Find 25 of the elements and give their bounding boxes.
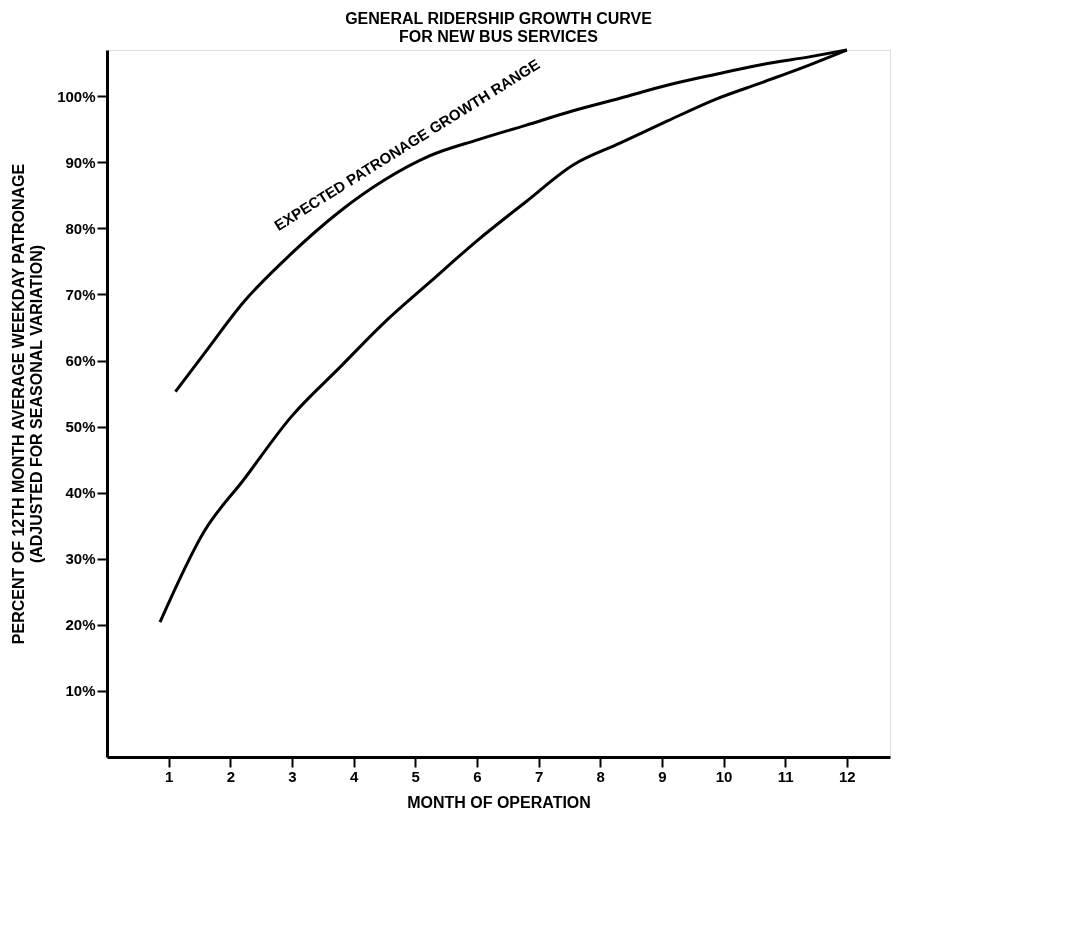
y-tick-label: 10%: [65, 682, 96, 700]
x-tick-label: 6: [473, 767, 482, 785]
x-tick-label: 12: [839, 767, 856, 785]
y-axis-title: PERCENT OF 12TH MONTH AVERAGE WEEKDAY PATRONAGE (ADJUSTED FOR SEASONAL VARIATION): [10, 163, 46, 645]
x-axis-title: MONTH OF OPERATION: [407, 793, 591, 811]
y-tick-label: 70%: [65, 285, 96, 303]
chart-title: GENERAL RIDERSHIP GROWTH CURVE FOR NEW BUS SERVICES: [345, 9, 653, 45]
y-tick-label: 100%: [57, 87, 96, 105]
x-tick-label: 3: [288, 767, 297, 785]
y-tick-label: 50%: [65, 418, 96, 436]
x-tick-label: 5: [411, 767, 420, 785]
x-tick-label: 4: [349, 767, 359, 785]
y-tick-label: 20%: [65, 616, 96, 634]
x-tick-label: 9: [658, 767, 667, 785]
y-tick-label: 60%: [65, 352, 96, 370]
x-tick-label: 2: [226, 767, 235, 785]
x-tick-label: 11: [777, 767, 794, 785]
x-tick-label: 7: [534, 767, 544, 785]
x-tick-label: 8: [596, 767, 605, 785]
x-tick-label: 10: [715, 767, 733, 785]
x-tick-label: 1: [164, 767, 174, 785]
y-tick-label: 40%: [65, 484, 96, 502]
y-tick-label: 80%: [65, 219, 96, 237]
y-tick-label: 30%: [65, 550, 96, 568]
y-tick-label: 90%: [65, 153, 96, 171]
